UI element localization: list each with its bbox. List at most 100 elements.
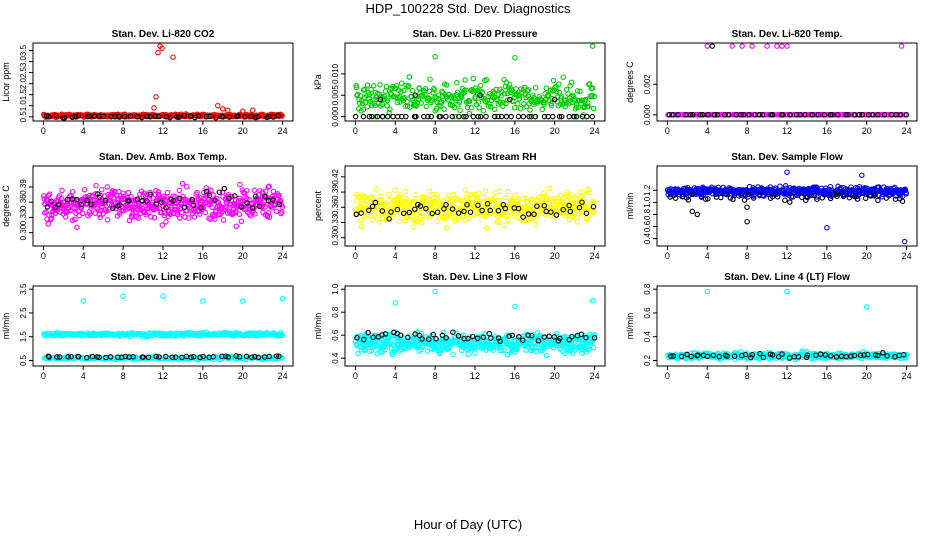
data-point xyxy=(88,201,94,207)
panel-title: Stan. Dev. Gas Stream RH xyxy=(413,152,536,163)
data-point xyxy=(869,112,876,118)
x-tick-label: 20 xyxy=(238,126,248,136)
data-point xyxy=(238,204,244,210)
data-point xyxy=(787,199,793,205)
data-point xyxy=(589,113,596,120)
data-point xyxy=(719,112,726,118)
data-point xyxy=(220,114,226,120)
x-tick-label: 20 xyxy=(550,251,560,261)
data-point xyxy=(562,213,568,219)
data-point xyxy=(189,196,196,203)
y-tick-label: 0.5 xyxy=(19,111,28,123)
data-point xyxy=(147,189,153,196)
data-point xyxy=(477,82,484,89)
data-point xyxy=(145,209,151,216)
data-point xyxy=(135,215,141,221)
x-tick-label: 20 xyxy=(862,126,872,136)
data-point xyxy=(466,98,473,104)
data-point xyxy=(239,298,246,304)
data-point xyxy=(466,215,472,222)
data-point xyxy=(410,224,417,230)
data-point xyxy=(523,103,530,110)
data-point xyxy=(431,87,438,93)
data-point xyxy=(433,106,440,112)
data-point xyxy=(863,304,870,310)
data-point xyxy=(456,113,462,120)
data-point xyxy=(206,192,213,199)
y-tick-label: 0.36 xyxy=(331,199,340,215)
data-point xyxy=(579,97,586,103)
data-point xyxy=(843,112,849,118)
data-point xyxy=(407,104,413,110)
data-point xyxy=(364,104,370,110)
data-point xyxy=(577,88,583,95)
data-point xyxy=(709,43,716,49)
data-point xyxy=(394,99,401,106)
x-tick-label: 8 xyxy=(121,371,126,381)
x-tick-label: 0 xyxy=(353,251,358,261)
data-point xyxy=(584,113,590,120)
panel-title: Stan. Dev. Line 3 Flow xyxy=(423,272,528,283)
data-point xyxy=(437,113,444,120)
data-point xyxy=(429,98,435,104)
data-point xyxy=(110,205,116,211)
y-tick-label: 0.30 xyxy=(331,229,340,245)
data-point xyxy=(517,105,524,112)
panel-5: Stan. Dev. Gas Stream RH percent 0 4 8 12 16 20… xyxy=(313,152,606,261)
data-point xyxy=(393,94,399,101)
y-tick-label: 1.5 xyxy=(19,89,28,101)
data-point xyxy=(466,110,473,117)
data-point xyxy=(768,112,774,118)
data-point xyxy=(749,43,755,49)
x-tick-label: 4 xyxy=(393,126,398,136)
y-tick-label: 0.4 xyxy=(643,331,652,343)
data-point xyxy=(369,113,375,120)
data-point xyxy=(383,83,390,90)
data-point xyxy=(126,217,133,224)
data-point xyxy=(48,215,55,221)
panel-9: Stan. Dev. Line 4 (LT) Flow ml/min 0 4 8 12 16… xyxy=(625,272,918,381)
data-point xyxy=(418,213,424,220)
data-point xyxy=(738,112,744,118)
data-point xyxy=(428,113,434,120)
data-point xyxy=(493,202,500,209)
data-point xyxy=(450,351,456,358)
x-tick-label: 24 xyxy=(902,251,912,261)
data-point xyxy=(744,218,750,225)
data-point xyxy=(372,199,379,206)
data-point xyxy=(546,185,553,192)
data-point xyxy=(368,86,374,93)
y-axis-label: ml/min xyxy=(625,193,635,220)
data-point xyxy=(262,188,269,194)
data-point xyxy=(529,92,536,98)
data-point xyxy=(502,194,508,201)
y-tick-label: 1.5 xyxy=(19,331,28,343)
data-point xyxy=(740,112,747,118)
data-point xyxy=(589,297,596,304)
data-point xyxy=(495,219,501,226)
data-point xyxy=(108,114,114,120)
data-point xyxy=(419,92,425,98)
data-point xyxy=(670,112,676,118)
y-axis-label: degrees C xyxy=(1,185,11,227)
data-point xyxy=(387,106,393,113)
data-point xyxy=(176,114,182,121)
data-point xyxy=(744,204,750,210)
data-point xyxy=(417,210,423,216)
data-point xyxy=(251,187,258,194)
data-point xyxy=(236,195,242,202)
data-point xyxy=(398,89,404,95)
data-point xyxy=(699,112,706,118)
data-point xyxy=(524,198,530,205)
data-point xyxy=(220,106,226,112)
data-point xyxy=(412,195,419,202)
data-point xyxy=(235,113,241,119)
y-tick-label: 1.2 xyxy=(643,184,652,196)
data-point xyxy=(835,183,841,190)
data-point xyxy=(492,189,498,196)
data-point xyxy=(520,214,526,220)
data-point xyxy=(120,293,126,300)
data-point xyxy=(93,182,99,189)
data-point xyxy=(557,192,564,199)
data-point xyxy=(249,205,256,211)
